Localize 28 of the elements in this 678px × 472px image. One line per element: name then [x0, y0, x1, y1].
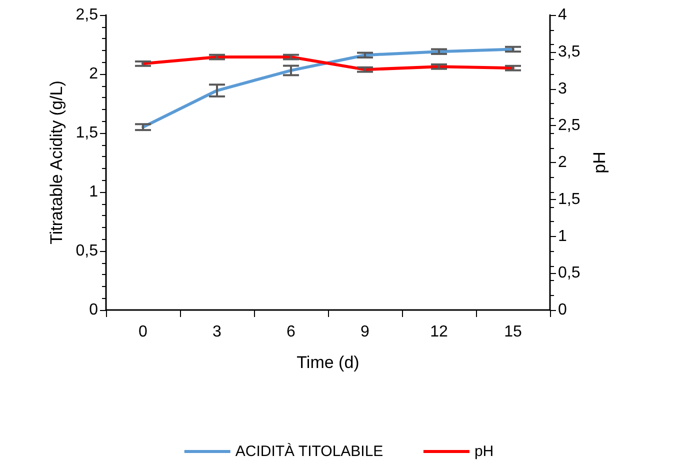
y2-tick-label: 4	[558, 6, 567, 24]
y2-tick-label: 3	[558, 80, 567, 98]
y2-tick-label: 0	[558, 302, 567, 318]
y2-tick-label: 3,5	[558, 43, 580, 60]
line-series	[142, 56, 514, 72]
line-series	[142, 48, 514, 129]
x-tick-label: 15	[504, 324, 522, 340]
y2-tick-label: 2,5	[558, 117, 580, 134]
x-tick-label: 9	[360, 324, 370, 340]
y-tick-label: 0,5	[76, 242, 98, 260]
legend-label: pH	[474, 443, 494, 460]
y-tick-label: 2	[89, 66, 98, 82]
y2-tick-label: 2	[558, 154, 567, 171]
x-tick-label: 3	[212, 324, 222, 340]
y-tick-label: 1,5	[76, 124, 98, 142]
y-tick-label: 0	[89, 302, 98, 318]
y-tick-label: 2,5	[76, 6, 98, 24]
y2-tick-label: 1,5	[558, 190, 580, 208]
y2-axis-title: pH	[590, 152, 610, 174]
y-tick-label: 1	[89, 184, 98, 200]
y-axis-title: Titratable Acidity (g/L)	[46, 80, 66, 244]
x-tick-label: 0	[138, 324, 148, 340]
legend-label: ACIDITÀ TITOLABILE	[235, 442, 384, 460]
x-tick-label: 12	[430, 324, 448, 340]
x-tick-label: 6	[286, 324, 296, 340]
y2-tick-label: 1	[558, 228, 567, 245]
x-axis-title: Time (d)	[296, 353, 360, 372]
y2-tick-label: 0,5	[558, 264, 580, 282]
